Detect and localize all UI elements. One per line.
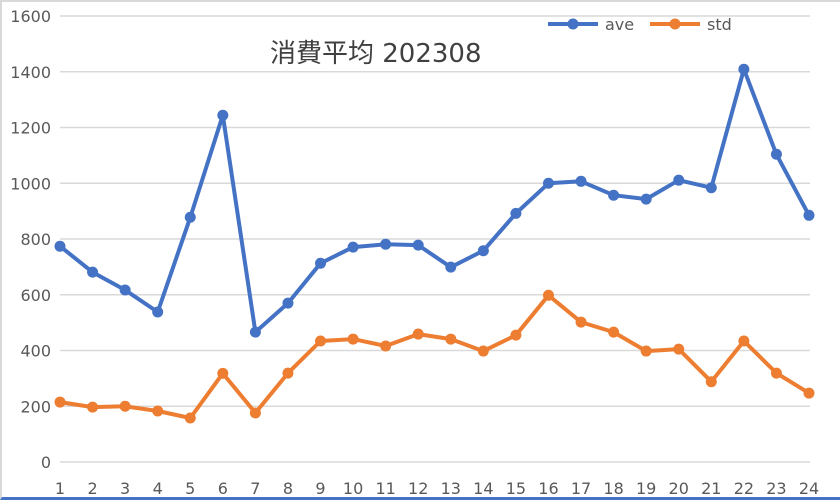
x-tick-label: 24 [799, 479, 819, 498]
x-tick-label: 17 [571, 479, 591, 498]
data-point-std[interactable] [477, 345, 489, 357]
data-point-std[interactable] [315, 335, 327, 347]
data-point-ave[interactable] [119, 284, 131, 296]
legend-item-ave[interactable]: ave [548, 15, 634, 34]
x-tick-label: 12 [408, 479, 428, 498]
y-tick-label: 800 [20, 230, 51, 249]
y-axis-ticks: 0 200 400 600 800 1000 1200 1400 1600 [10, 7, 51, 472]
legend-marker-ave-icon [567, 18, 579, 30]
data-point-std[interactable] [640, 345, 652, 357]
data-point-ave[interactable] [380, 238, 392, 250]
data-point-ave[interactable] [445, 261, 457, 273]
legend-label-std: std [707, 15, 732, 34]
x-tick-label: 9 [315, 479, 325, 498]
data-point-ave[interactable] [673, 174, 685, 186]
data-point-std[interactable] [249, 407, 261, 419]
data-point-std[interactable] [575, 316, 587, 328]
data-point-std[interactable] [705, 376, 717, 388]
x-tick-label: 5 [185, 479, 195, 498]
x-tick-label: 1 [55, 479, 65, 498]
data-point-ave[interactable] [87, 266, 99, 278]
data-point-std[interactable] [445, 333, 457, 345]
legend: ave std [548, 15, 732, 34]
x-tick-label: 16 [538, 479, 558, 498]
data-point-std[interactable] [803, 387, 815, 399]
data-point-ave[interactable] [412, 239, 424, 251]
x-tick-label: 7 [250, 479, 260, 498]
x-tick-label: 13 [441, 479, 461, 498]
x-tick-label: 23 [766, 479, 786, 498]
data-point-ave[interactable] [608, 189, 620, 201]
data-point-ave[interactable] [282, 297, 294, 309]
y-tick-label: 1600 [10, 7, 51, 26]
legend-marker-std-icon [669, 18, 681, 30]
series-lines [54, 63, 815, 424]
data-point-ave[interactable] [477, 245, 489, 257]
x-tick-label: 20 [669, 479, 689, 498]
y-tick-label: 0 [41, 453, 51, 472]
x-tick-label: 11 [375, 479, 395, 498]
x-tick-label: 19 [636, 479, 656, 498]
x-tick-label: 3 [120, 479, 130, 498]
data-point-std[interactable] [119, 400, 131, 412]
y-tick-label: 1200 [10, 119, 51, 138]
data-point-std[interactable] [87, 401, 99, 413]
data-point-ave[interactable] [54, 240, 66, 252]
data-point-std[interactable] [380, 340, 392, 352]
x-tick-label: 4 [153, 479, 163, 498]
data-point-std[interactable] [608, 326, 620, 338]
data-point-std[interactable] [510, 329, 522, 341]
x-tick-label: 15 [506, 479, 526, 498]
data-point-ave[interactable] [738, 63, 750, 75]
x-tick-label: 10 [343, 479, 363, 498]
x-tick-label: 21 [701, 479, 721, 498]
x-axis-ticks: 1 2 3 4 5 6 7 8 9 10 11 12 13 14 15 16 17 18 19 20 21 22 23 24 [55, 479, 819, 498]
y-tick-label: 600 [20, 286, 51, 305]
data-point-std[interactable] [770, 367, 782, 379]
legend-item-std[interactable]: std [650, 15, 732, 34]
x-tick-label: 14 [473, 479, 493, 498]
data-point-std[interactable] [217, 367, 229, 379]
data-point-ave[interactable] [249, 326, 261, 338]
data-point-std[interactable] [347, 333, 359, 345]
gridlines [60, 15, 810, 463]
data-point-ave[interactable] [575, 175, 587, 187]
data-point-ave[interactable] [510, 207, 522, 219]
data-point-ave[interactable] [640, 193, 652, 205]
data-point-std[interactable] [412, 328, 424, 340]
data-point-ave[interactable] [152, 306, 164, 318]
data-point-ave[interactable] [184, 211, 196, 223]
data-point-std[interactable] [152, 405, 164, 417]
y-tick-label: 200 [20, 397, 51, 416]
series-std [54, 289, 815, 424]
data-point-ave[interactable] [803, 209, 815, 221]
data-point-ave[interactable] [217, 109, 229, 121]
series-ave [54, 63, 815, 338]
data-point-ave[interactable] [347, 241, 359, 253]
data-point-std[interactable] [282, 367, 294, 379]
x-tick-label: 2 [87, 479, 97, 498]
y-tick-label: 1400 [10, 63, 51, 82]
chart-title: 消費平均 202308 [270, 39, 482, 69]
data-point-std[interactable] [184, 412, 196, 424]
y-tick-label: 400 [20, 342, 51, 361]
legend-label-ave: ave [605, 15, 634, 34]
data-point-std[interactable] [673, 343, 685, 355]
series-line-ave [58, 67, 811, 335]
y-tick-label: 1000 [10, 174, 51, 193]
data-point-ave[interactable] [770, 148, 782, 160]
x-tick-label: 22 [734, 479, 754, 498]
data-point-ave[interactable] [542, 177, 554, 189]
x-tick-label: 18 [603, 479, 623, 498]
data-point-std[interactable] [738, 335, 750, 347]
data-point-std[interactable] [542, 289, 554, 301]
series-line-std [59, 293, 811, 420]
data-point-std[interactable] [54, 396, 66, 408]
x-tick-label: 6 [218, 479, 228, 498]
x-tick-label: 8 [283, 479, 293, 498]
data-point-ave[interactable] [315, 257, 327, 269]
data-point-ave[interactable] [705, 182, 717, 194]
